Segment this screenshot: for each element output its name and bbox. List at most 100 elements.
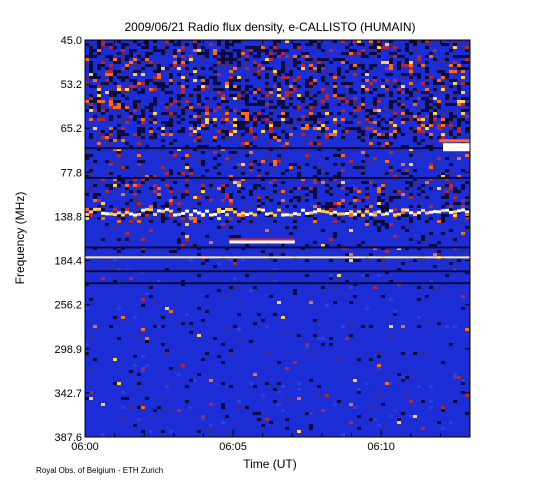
- spectrogram-cell: [229, 349, 233, 352]
- spectrogram-cell: [361, 106, 365, 109]
- spectrogram-cell: [457, 64, 461, 67]
- spectrogram-cell: [421, 40, 425, 43]
- spectrogram-cell: [105, 223, 109, 226]
- spectrogram-cell: [329, 43, 333, 46]
- spectrogram-cell: [405, 187, 409, 190]
- spectrogram-cell: [241, 196, 245, 199]
- spectrogram-cell: [413, 115, 417, 118]
- spectrogram-cell: [425, 103, 429, 106]
- spectrogram-cell: [133, 115, 137, 118]
- spectrogram-cell: [321, 229, 325, 232]
- spectrogram-cell: [293, 64, 297, 67]
- spectrogram-cell: [249, 166, 253, 169]
- spectrogram-cell: [333, 94, 337, 97]
- spectrogram-cell: [141, 73, 145, 76]
- spectrogram-cell: [245, 154, 249, 157]
- spectrogram-cell: [353, 100, 357, 103]
- spectrogram-cell: [93, 127, 97, 130]
- spectrogram-cell: [225, 61, 229, 64]
- spectrogram-cell: [221, 295, 225, 298]
- spectrogram-cell: [213, 82, 217, 85]
- spectrogram-cell: [349, 229, 353, 232]
- spectrogram-cell: [461, 169, 465, 172]
- spectrogram-cell: [453, 187, 457, 190]
- spectrogram-cell: [233, 85, 237, 88]
- spectrogram-cell: [217, 61, 221, 64]
- spectrogram-cell: [345, 121, 349, 124]
- spectrogram-cell: [137, 103, 141, 106]
- spectrogram-cell: [429, 187, 433, 190]
- spectrogram-cell: [197, 103, 201, 106]
- spectrogram-cell: [169, 130, 173, 133]
- spectrogram-cell: [261, 100, 265, 103]
- spectrogram-cell: [129, 190, 133, 193]
- spectrogram-cell: [185, 238, 189, 241]
- spectrogram-cell: [137, 136, 141, 139]
- spectrogram-cell: [281, 100, 285, 103]
- spectrogram-cell: [241, 289, 245, 292]
- spectrogram-cell: [181, 64, 185, 67]
- spectrogram-cell: [237, 64, 241, 67]
- spectrogram-cell: [333, 130, 337, 133]
- spectrogram-cell: [417, 205, 421, 208]
- spectrogram-cell: [433, 160, 437, 163]
- spectrogram-cell: [353, 70, 357, 73]
- spectrogram-cell: [157, 85, 161, 88]
- spectrogram-cell: [197, 430, 201, 433]
- spectrogram-cell: [361, 133, 365, 136]
- spectrogram-cell: [377, 40, 381, 43]
- spectrogram-cell: [101, 112, 105, 115]
- spectrogram-cell: [281, 157, 285, 160]
- spectrogram-cell: [393, 133, 397, 136]
- spectrogram-cell: [173, 61, 177, 64]
- dark-band: [85, 270, 470, 273]
- spectrogram-cell: [233, 154, 237, 157]
- spectrogram-cell: [209, 118, 213, 121]
- spectrogram-cell: [117, 106, 121, 109]
- spectrogram-cell: [305, 199, 309, 202]
- spectrogram-cell: [465, 40, 469, 43]
- spectrogram-cell: [197, 49, 201, 52]
- spectrogram-cell: [221, 148, 225, 151]
- spectrogram-cell: [341, 199, 345, 202]
- spectrogram-cell: [153, 97, 157, 100]
- spectrogram-cell: [273, 106, 277, 109]
- spectrogram-cell: [217, 187, 221, 190]
- spectrogram-cell: [289, 91, 293, 94]
- spectrogram-cell: [377, 220, 381, 223]
- spectrogram-cell: [221, 94, 225, 97]
- spectrogram-cell: [361, 130, 365, 133]
- spectrogram-cell: [237, 235, 241, 238]
- spectrogram-cell: [113, 100, 117, 103]
- spectrogram-cell: [121, 79, 125, 82]
- spectrogram-cell: [305, 163, 309, 166]
- spectrogram-cell: [117, 103, 121, 106]
- spectrogram-cell: [161, 217, 165, 220]
- spectrogram-cell: [121, 166, 125, 169]
- spectrogram-cell: [169, 40, 173, 43]
- spectrogram-cell: [281, 112, 285, 115]
- spectrogram-cell: [457, 79, 461, 82]
- spectrogram-cell: [169, 91, 173, 94]
- spectrogram-cell: [401, 76, 405, 79]
- spectrogram-cell: [261, 424, 265, 427]
- spectrogram-cell: [333, 214, 337, 217]
- spectrogram-cell: [197, 40, 201, 43]
- spectrogram-cell: [185, 145, 189, 148]
- spectrogram-cell: [201, 103, 205, 106]
- spectrogram-cell: [285, 64, 289, 67]
- spectrogram-cell: [229, 52, 233, 55]
- spectrogram-cell: [141, 127, 145, 130]
- spectrogram-cell: [89, 67, 93, 70]
- spectrogram-cell: [249, 52, 253, 55]
- spectrogram-cell: [221, 52, 225, 55]
- spectrogram-cell: [213, 97, 217, 100]
- spectrogram-cell: [209, 403, 213, 406]
- spectrogram-cell: [113, 382, 117, 385]
- spectrogram-cell: [145, 397, 149, 400]
- spectrogram-cell: [85, 154, 89, 157]
- spectrogram-cell: [241, 178, 245, 181]
- spectrogram-cell: [349, 379, 353, 382]
- spectrogram-cell: [109, 205, 113, 208]
- spectrogram-cell: [381, 205, 385, 208]
